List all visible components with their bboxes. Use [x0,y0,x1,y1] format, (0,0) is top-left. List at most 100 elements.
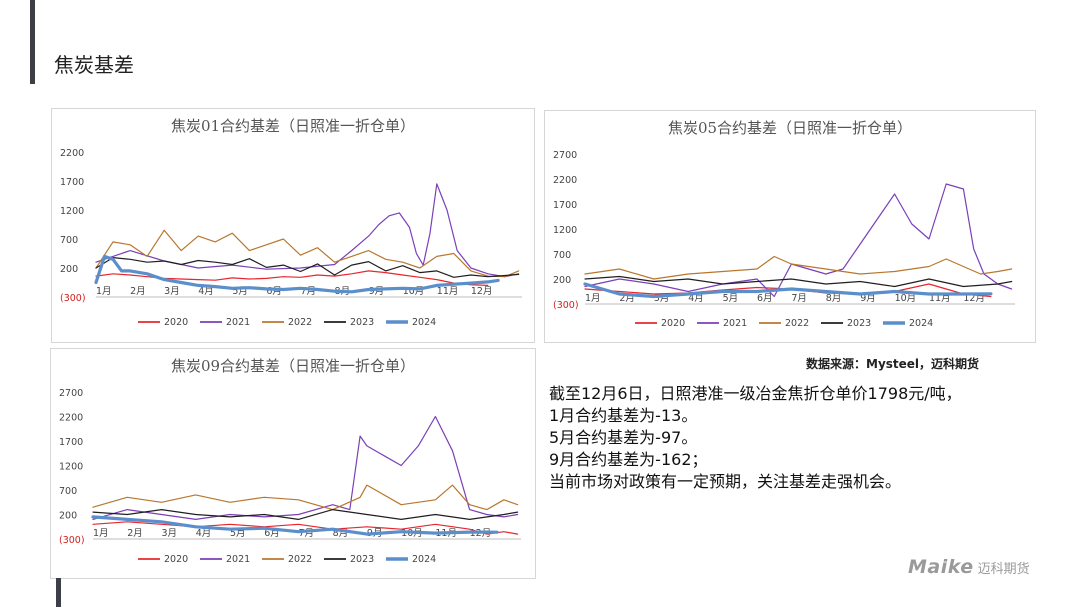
x-tick-label: 9月 [369,286,385,297]
x-tick-label: 4月 [198,286,214,297]
x-tick-label: 4月 [196,528,212,539]
x-tick-label: 4月 [688,293,704,304]
legend-label-2023: 2023 [350,554,374,565]
series-line-2022 [584,255,1013,280]
chart-title: 焦炭09合约基差（日照准一折仓单） [171,357,415,375]
chart-title: 焦炭01合约基差（日照准一折仓单） [171,117,415,135]
x-tick-label: 9月 [860,293,876,304]
summary-text: 截至12月6日，日照港准一级冶金焦折仓单价1798元/吨， 1月合约基差为-13… [549,383,1049,493]
x-tick-label: 2月 [127,528,143,539]
y-tick-label: 200 [60,264,78,275]
chart-panel-contract-09: 焦炭09合约基差（日照准一折仓单） (300) 200 700 1200 1700 2200… [50,348,536,579]
x-tick-label: 10月 [895,293,917,304]
legend-label-2024: 2024 [412,554,436,565]
y-tick-label: 200 [59,511,77,522]
x-tick-label: 5月 [723,293,739,304]
legend-label-2023: 2023 [350,317,374,328]
legend-label-2024: 2024 [909,318,933,329]
y-tick-label: 2700 [59,388,83,399]
x-tick-label: 12月 [963,293,985,304]
y-tick-label: 700 [59,486,77,497]
x-tick-label: 2月 [130,286,146,297]
series-line-2024 [94,254,500,294]
x-tick-label: 7月 [791,293,807,304]
y-tick-label: 700 [553,250,571,261]
y-tick-label: (300) [59,535,85,546]
chart-panel-contract-05: 焦炭05合约基差（日照准一折仓单） (300) 200 700 1200 1700 2200… [544,110,1036,343]
x-tick-label: 7月 [298,528,314,539]
x-tick-label: 5月 [230,528,246,539]
series-line-2023 [95,257,520,278]
y-tick-label: 1200 [553,225,577,236]
y-tick-label: 2200 [60,148,84,159]
x-tick-label: 8月 [826,293,842,304]
y-tick-label: 1700 [59,437,83,448]
x-tick-label: 6月 [266,286,282,297]
summary-line: 1月合约基差为-13。 [549,406,698,425]
series-line-2021 [92,415,519,520]
x-tick-label: 2月 [619,293,635,304]
basis-chart-contract-01: 焦炭01合约基差（日照准一折仓单） (300) 200 700 1200 1700 2200… [60,117,522,328]
summary-line: 截至12月6日，日照港准一级冶金焦折仓单价1798元/吨， [549,384,962,403]
legend-label-2022: 2022 [288,554,312,565]
summary-line: 5月合约基差为-97。 [549,428,698,447]
series-line-2023 [584,275,1013,288]
legend-label-2024: 2024 [412,317,436,328]
x-tick-label: 5月 [232,286,248,297]
legend-label-2020: 2020 [661,318,685,329]
y-tick-label: (300) [553,300,579,311]
y-tick-label: 1200 [60,206,84,217]
logo-text: 迈科期货 [977,562,1030,577]
legend-label-2022: 2022 [288,317,312,328]
data-source-note: 数据来源：Mysteel，迈科期货 [806,357,980,371]
basis-chart-contract-09: 焦炭09合约基差（日照准一折仓单） (300) 200 700 1200 1700 2200… [59,357,521,565]
legend-label-2021: 2021 [226,317,250,328]
x-tick-label: 3月 [654,293,670,304]
y-tick-label: 2700 [553,150,577,161]
page-title: 焦炭基差 [54,53,134,77]
series-line-2022 [95,229,520,278]
x-tick-label: 11月 [929,293,951,304]
chart-panel-contract-01: 焦炭01合约基差（日照准一折仓单） (300) 200 700 1200 1700 2200… [51,108,535,343]
basis-chart-contract-05: 焦炭05合约基差（日照准一折仓单） (300) 200 700 1200 1700 2200… [553,119,1015,329]
legend-label-2021: 2021 [226,554,250,565]
y-tick-label: 2200 [59,413,83,424]
y-tick-label: 1200 [59,462,83,473]
series-line-2024 [583,282,993,299]
header-accent-bar [30,0,35,84]
x-tick-label: 8月 [333,528,349,539]
y-tick-label: 1700 [553,200,577,211]
company-logo: Maike 迈科期货 [908,556,1030,578]
y-tick-label: 2200 [553,175,577,186]
x-tick-label: 1月 [96,286,112,297]
summary-line: 当前市场对政策有一定预期，关注基差走强机会。 [549,472,902,491]
legend-label-2020: 2020 [164,317,188,328]
x-tick-label: 3月 [161,528,177,539]
y-tick-label: 1700 [60,177,84,188]
x-tick-label: 11月 [437,286,459,297]
legend-label-2022: 2022 [785,318,809,329]
legend-label-2021: 2021 [723,318,747,329]
x-tick-label: 6月 [757,293,773,304]
legend-label-2020: 2020 [164,554,188,565]
y-tick-label: (300) [60,293,86,304]
x-tick-label: 7月 [300,286,316,297]
x-tick-label: 6月 [264,528,280,539]
series-line-2020 [95,270,489,286]
series-line-2021 [95,183,520,278]
footer-accent-bar [56,578,61,607]
x-tick-label: 10月 [403,286,425,297]
x-tick-label: 1月 [585,293,601,304]
x-tick-label: 3月 [164,286,180,297]
series-line-2021 [584,183,1013,298]
logo-mark: Maike [908,556,974,578]
x-tick-label: 12月 [471,286,493,297]
summary-line: 9月合约基差为-162； [549,450,708,469]
series-line-2022 [92,484,519,511]
y-tick-label: 700 [60,235,78,246]
series-line-2024 [91,515,499,536]
chart-title: 焦炭05合约基差（日照准一折仓单） [668,119,912,137]
y-tick-label: 200 [553,275,571,286]
series-line-2023 [92,509,519,520]
legend-label-2023: 2023 [847,318,871,329]
